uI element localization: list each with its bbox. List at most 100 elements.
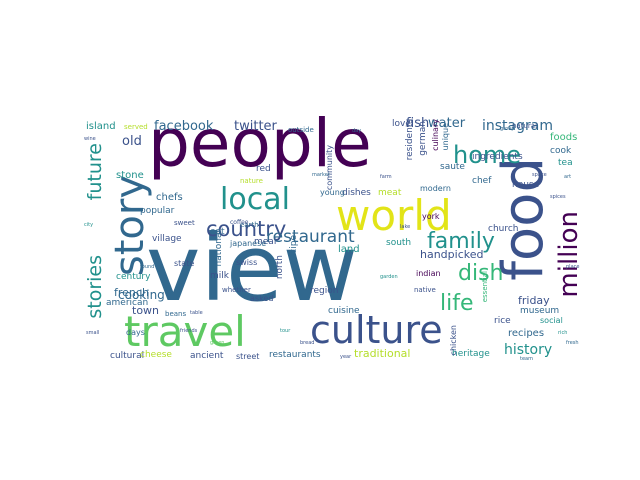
word-people: people (148, 115, 372, 182)
word-popular: popular (140, 206, 175, 216)
word-house: house (512, 180, 540, 190)
word-world: world (336, 191, 452, 240)
word-table: table (190, 310, 203, 316)
word-residents: residents (405, 119, 415, 161)
word-dish: dish (458, 261, 504, 286)
word-million: million (554, 211, 580, 298)
word-cook: cook (550, 146, 572, 156)
word-red: red (256, 164, 271, 174)
word-restaurant: restaurant (266, 227, 355, 247)
word-place: place (566, 264, 580, 270)
word-meal: meal (254, 237, 277, 247)
word-love: love (392, 119, 411, 129)
word-cloud: people view food world travel culture st… (80, 115, 580, 365)
word-community: community (325, 145, 334, 191)
word-century: century (116, 272, 151, 282)
word-ingredients: ingredients (472, 152, 523, 162)
word-green: green (210, 340, 225, 346)
word-sweet: sweet (174, 219, 195, 227)
word-indian: indian (416, 269, 441, 278)
word-dishes: dishes (342, 188, 371, 198)
word-family: family (427, 229, 495, 254)
word-story: story (107, 175, 153, 277)
word-stories: stories (84, 255, 106, 319)
word-tour: tour (280, 328, 291, 334)
word-bread: bread (300, 340, 315, 346)
word-team: team (520, 356, 533, 362)
word-market: market (312, 172, 330, 178)
word-museum: museum (520, 306, 560, 316)
word-south: south (386, 238, 412, 248)
word-national: national (214, 230, 224, 267)
word-friday: friday (518, 294, 550, 307)
word-cultural: cultural (110, 351, 145, 361)
word-day: day (352, 128, 362, 134)
word-fish: fish (406, 116, 430, 131)
word-cooking: cooking (118, 288, 165, 302)
word-milk: milk (210, 271, 229, 281)
word-whether: whether (222, 286, 251, 294)
word-friends: friends (180, 328, 198, 334)
word-home: home (453, 141, 522, 169)
word-history: history (504, 342, 553, 358)
word-ancient: ancient (190, 351, 224, 361)
word-farm: farm (380, 174, 392, 180)
word-old: old (122, 134, 142, 149)
word-asked: asked (250, 294, 274, 303)
word-nature: nature (240, 177, 263, 185)
word-facebook: facebook (154, 119, 214, 134)
word-country: country (206, 217, 287, 241)
word-coffee: coffee (230, 219, 249, 226)
word-village: village (152, 234, 182, 244)
word-spices: spices (550, 194, 566, 200)
word-eat: eat (210, 227, 225, 237)
word-lake: lake (400, 224, 411, 230)
word-north: north (275, 255, 285, 280)
word-rich: rich (558, 330, 568, 336)
word-street: street (236, 352, 260, 361)
word-french: french (114, 286, 149, 299)
word-future: future (84, 143, 106, 201)
word-modern: modern (420, 184, 451, 193)
word-land: land (338, 244, 360, 255)
word-town: town (132, 304, 160, 317)
word-space: space (532, 172, 547, 178)
word-served: served (124, 123, 148, 131)
word-rice: rice (494, 316, 511, 326)
word-life: life (440, 291, 474, 316)
word-travel: travel (124, 307, 246, 356)
word-wine: wine (84, 136, 96, 142)
word-swiss: swiss (236, 258, 258, 267)
word-york: york (422, 212, 440, 221)
word-culinary: culinary (431, 119, 440, 151)
word-small: small (86, 330, 100, 336)
word-stone: stone (116, 170, 144, 181)
word-recipe: recipe (289, 235, 299, 263)
word-heritage: heritage (452, 349, 490, 359)
word-fresh: fresh (566, 340, 579, 346)
word-traditional: traditional (354, 347, 411, 360)
word-foods: foods (550, 132, 578, 143)
word-social: social (540, 316, 563, 325)
word-meat: meat (378, 188, 402, 198)
word-unique: unique (441, 123, 450, 151)
word-saute: saute (440, 162, 465, 172)
word-restaurants: restaurants (269, 350, 321, 360)
word-recipes: recipes (508, 328, 545, 339)
word-garden: garden (380, 274, 398, 280)
word-found: found (140, 264, 155, 270)
word-japanese: japanese (230, 239, 267, 248)
word-state: state (174, 259, 195, 268)
word-group: group (500, 126, 515, 132)
word-young: young (320, 188, 345, 197)
word-island: island (86, 121, 116, 132)
word-chicken: chicken (449, 325, 458, 356)
word-essential: essential (481, 271, 489, 303)
word-art: art (564, 174, 572, 180)
word-twitter: twitter (234, 119, 277, 134)
word-tea: tea (558, 158, 573, 168)
word-year: year (340, 354, 352, 360)
word-city: city (84, 222, 94, 228)
word-instagram: instagram (482, 118, 553, 134)
word-cuisine: cuisine (328, 306, 360, 316)
